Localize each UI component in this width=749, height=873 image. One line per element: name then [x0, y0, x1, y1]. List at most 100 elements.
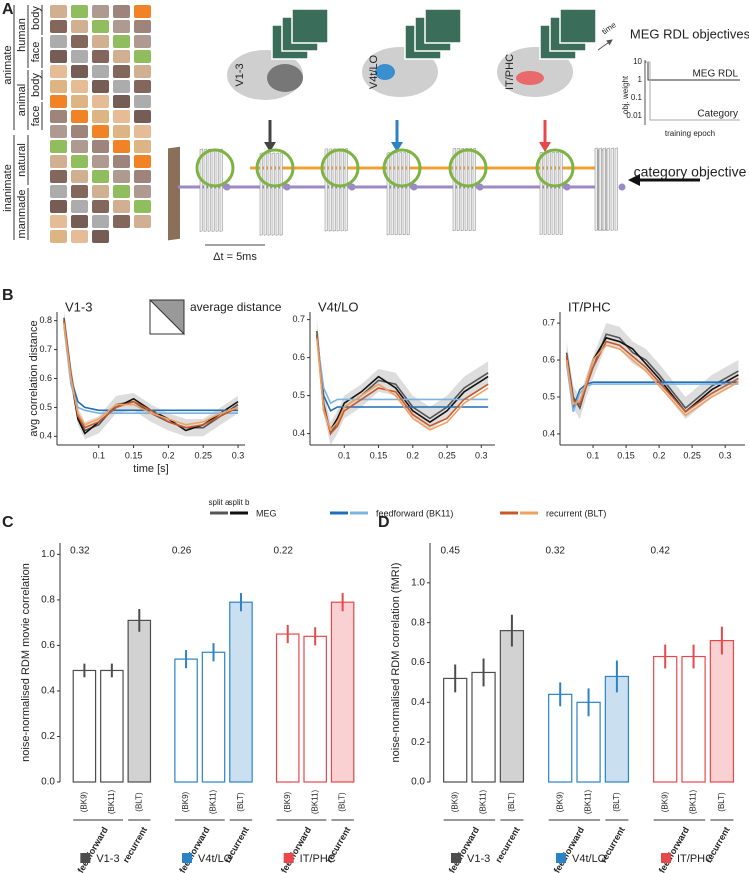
recurrent-loop [535, 148, 575, 188]
stimulus-thumb [71, 200, 88, 213]
stimulus-thumb [50, 185, 67, 198]
architecture-label: recurrent [121, 825, 149, 864]
layer-sheet [275, 152, 279, 236]
brains [227, 8, 613, 100]
series-line [565, 340, 739, 413]
inset-label: average distance [190, 300, 282, 314]
region-arrows [264, 120, 551, 152]
rdl-plot [644, 60, 740, 125]
x-tick-label: 0.2 [653, 450, 666, 460]
stimulus-thumb [50, 140, 67, 153]
stimulus-thumb [92, 185, 109, 198]
layer-sheet [456, 147, 460, 232]
x-tick-label: 0.3 [719, 450, 732, 460]
series-line [565, 333, 739, 411]
x-tick-label: 0.25 [683, 450, 701, 460]
y-tick-label: 0.4 [542, 428, 555, 438]
bar [303, 635, 327, 783]
layer-sheet [468, 147, 472, 232]
rdl-curve-label: Category [697, 109, 738, 120]
y-tick-label: 0.7 [292, 314, 305, 324]
stimulus-thumb [71, 65, 88, 78]
x-tick-label: 0.1 [93, 450, 106, 460]
series-line [63, 323, 239, 426]
bar [330, 601, 355, 783]
legend-label: IT/PHC [300, 853, 336, 865]
stimulus-thumb [71, 110, 88, 123]
series-line [565, 363, 739, 413]
node [476, 183, 484, 191]
category-label: animate [2, 45, 14, 84]
layer-sheet [406, 152, 410, 236]
bar [201, 651, 226, 783]
y-tick-label: 0.4 [292, 428, 305, 438]
stimulus-thumb [134, 200, 151, 213]
split-label: split a [209, 498, 230, 507]
stimulus-thumb [50, 215, 67, 228]
legend-swatch [451, 853, 461, 863]
stimulus-thumb [134, 155, 151, 168]
x-tick-label: (BLT) [612, 792, 621, 812]
stimulus-thumb [134, 20, 151, 33]
stimulus-thumb [134, 65, 151, 78]
layer-sheet [199, 148, 203, 232]
stimulus-thumb [134, 170, 151, 183]
x-tick-label: 0.3 [232, 450, 245, 460]
bar [174, 658, 198, 783]
layer-sheet [551, 151, 555, 235]
legend-swatch [80, 853, 91, 863]
rdl-title: MEG RDL objectives [630, 26, 749, 41]
stimulus-thumb [50, 170, 67, 183]
y-tick-label: 0.0 [411, 777, 425, 788]
layer-sheet [472, 147, 476, 232]
layer-sheet [606, 147, 610, 231]
bar [100, 669, 124, 783]
stimulus-thumb [113, 125, 130, 138]
stimulus-thumb [92, 95, 109, 108]
recurrent-loop [320, 148, 360, 188]
category-label: body [30, 6, 42, 30]
y-tick-label: 1.0 [411, 577, 425, 588]
y-tick-label: 0.4 [39, 431, 52, 441]
stimulus-thumb [113, 200, 130, 213]
x-tick-label: (BLT) [507, 792, 516, 812]
stimulus-thumb [113, 20, 130, 33]
stimulus-thumb [50, 20, 67, 33]
x-tick-label: (BK11) [479, 790, 488, 815]
x-tick-label: 0.2 [407, 450, 420, 460]
layer-sheet [559, 151, 563, 235]
layer-sheet [215, 148, 219, 232]
y-tick-label: 0.7 [542, 317, 555, 327]
layer-sheet [547, 151, 551, 235]
series-line [316, 334, 489, 412]
architecture-label: feedforward [75, 825, 109, 873]
bar [72, 669, 97, 783]
category-label: face [30, 106, 42, 127]
dt-label: Δt = 5ms [213, 251, 257, 263]
chart-title: V4t/LO [318, 299, 358, 314]
bar [709, 639, 735, 783]
stimulus-thumb [134, 5, 151, 18]
y-axis-label: noise-normalised RDM correlation (fMRI) [390, 563, 402, 763]
layer-sheet [394, 152, 398, 236]
category-label: human [16, 18, 28, 52]
layer-sheet [203, 148, 207, 232]
layer-sheet [207, 148, 211, 232]
x-tick-label: (BK9) [283, 791, 292, 812]
stimulus-thumb [50, 35, 67, 48]
stimulus-thumb [113, 65, 130, 78]
stimulus-thumb [92, 20, 109, 33]
layer-sheet [614, 147, 618, 231]
stimulus-thumb [92, 80, 109, 93]
legend-label: MEG [256, 508, 277, 518]
layer-sheet [324, 148, 328, 232]
x-tick-label: (BK9) [80, 791, 89, 812]
y-tick-label: 0.6 [41, 640, 55, 651]
layer-sheet [344, 148, 348, 232]
x-tick-label: (BK9) [660, 791, 669, 812]
region-label: V1-3 [234, 63, 246, 86]
layer-sheet [328, 148, 332, 232]
rdl-curve-label: MEG RDL [692, 69, 738, 80]
layer-sheet [598, 147, 602, 231]
category-label: animal [16, 84, 28, 116]
